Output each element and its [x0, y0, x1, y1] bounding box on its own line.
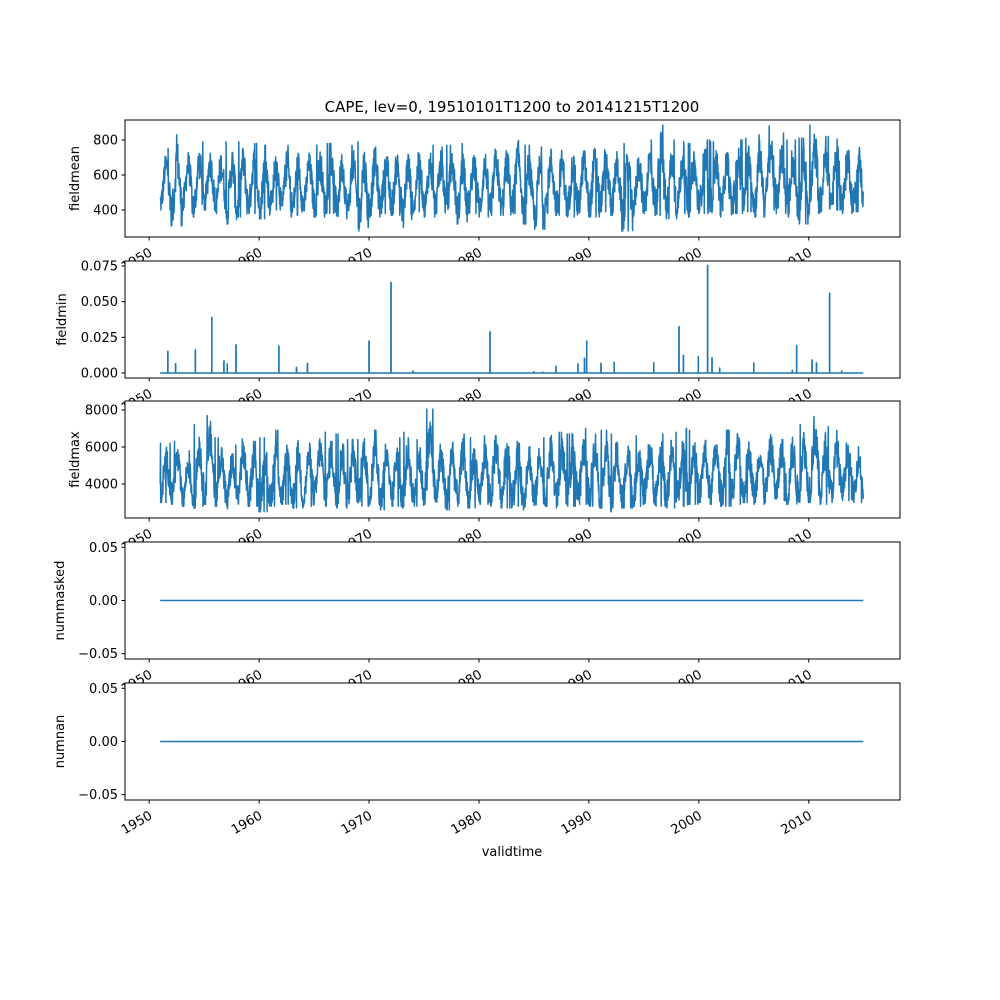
y-tick-label: 0.075: [81, 259, 118, 274]
y-tick-label: 4000: [85, 477, 118, 492]
x-axis-label: validtime: [482, 845, 543, 860]
plot-area: [125, 261, 900, 378]
chart-title: CAPE, lev=0, 19510101T1200 to 20141215T1…: [325, 98, 700, 116]
y-axis-label: numnan: [53, 715, 68, 769]
axes-frame: [124, 260, 901, 379]
y-axis-label: fieldmean: [68, 146, 83, 211]
y-tick-label: −0.05: [78, 788, 118, 803]
y-tick-label: 0.025: [81, 331, 118, 346]
y-tick-label: 6000: [85, 440, 118, 455]
series-line-fieldmean: [159, 124, 864, 232]
panel-nummasked: −0.05 0.00 0.05 nummasked: [53, 541, 901, 663]
series-line-fieldmin: [160, 264, 864, 374]
y-axis-label: fieldmin: [55, 293, 70, 346]
y-tick-label: 0.050: [81, 295, 118, 310]
axes-layer: 400 600 800 fieldmean 0.000 0.025 0.050 0.075 fi…: [53, 119, 901, 838]
series-line-fieldmax: [159, 408, 864, 513]
y-tick-label: 0.00: [89, 735, 118, 750]
y-axis-label: fieldmax: [68, 431, 83, 488]
y-tick-label: 0.05: [89, 541, 118, 556]
y-tick-label: 8000: [85, 403, 118, 418]
y-axis-label: nummasked: [53, 561, 68, 641]
y-tick-label: 0.05: [89, 682, 118, 697]
y-tick-label: 0.000: [81, 367, 118, 382]
y-tick-label: 400: [93, 204, 118, 219]
y-tick-label: −0.05: [78, 647, 118, 662]
panel-fieldmin: 0.000 0.025 0.050 0.075 fieldmin: [55, 259, 901, 382]
y-tick-label: 800: [93, 133, 118, 148]
axes-frame: [124, 119, 901, 238]
panel-fieldmean: 400 600 800 fieldmean: [68, 119, 901, 241]
y-tick-label: 600: [93, 168, 118, 183]
axes-frame: [124, 400, 901, 519]
y-tick-label: 0.00: [89, 594, 118, 609]
